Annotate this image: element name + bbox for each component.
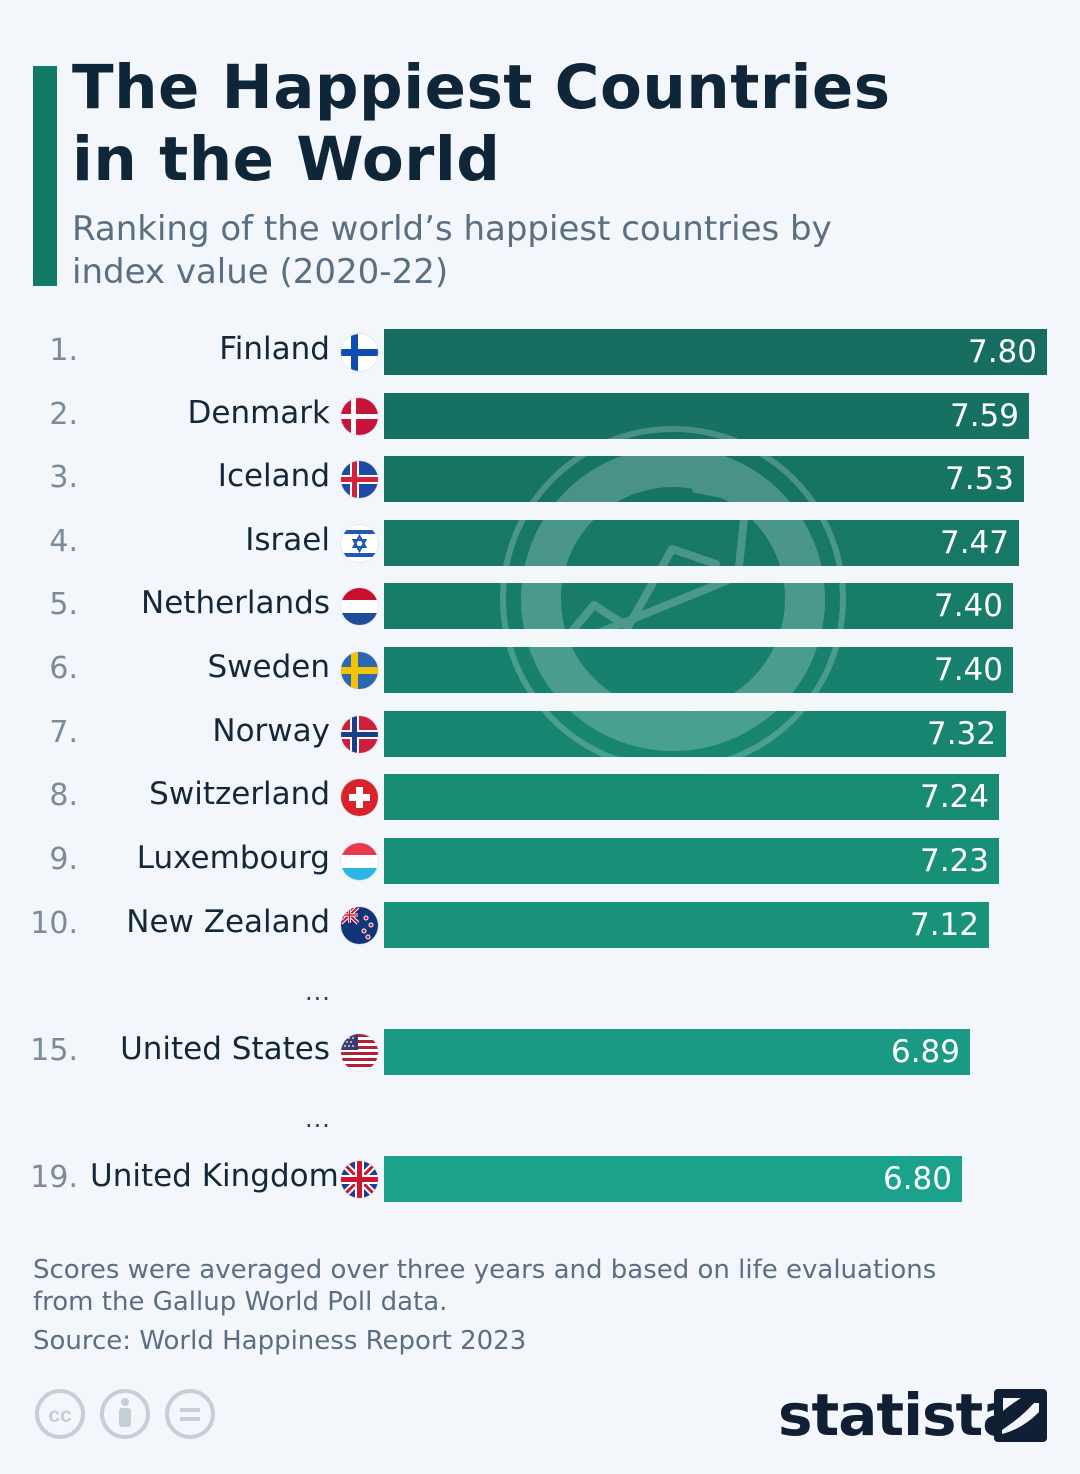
bar: 6.89	[384, 1029, 970, 1075]
new-zealand-flag-icon	[341, 907, 378, 944]
bar: 7.40	[384, 647, 1013, 693]
country-label: Luxembourg	[136, 840, 330, 876]
israel-flag-icon	[341, 525, 378, 562]
statista-wordmark: statista	[778, 1381, 1021, 1449]
country-label: Sweden	[207, 649, 330, 685]
finland-flag-icon	[341, 334, 378, 371]
country-label: Finland	[219, 331, 330, 367]
luxembourg-flag-icon	[341, 843, 378, 880]
rank-label: 15.	[30, 1033, 78, 1068]
attribution-icon	[100, 1389, 150, 1439]
country-label: Israel	[245, 522, 330, 558]
bar-value-label: 6.89	[890, 1034, 960, 1070]
bar-value-label: 7.59	[949, 398, 1019, 434]
country-label: Netherlands	[141, 585, 330, 621]
sweden-flag-icon	[341, 652, 378, 689]
chart-title: The Happiest Countries in the World	[72, 52, 891, 195]
netherlands-flag-icon	[341, 588, 378, 625]
country-label: United States	[120, 1031, 330, 1067]
rank-label: 7.	[49, 715, 78, 750]
ellipsis-gap-1: ...	[305, 978, 331, 1006]
bar-value-label: 6.80	[882, 1161, 952, 1197]
bar-value-label: 7.47	[939, 525, 1009, 561]
switzerland-flag-icon	[341, 779, 378, 816]
chart-subtitle: Ranking of the world’s happiest countrie…	[72, 209, 832, 292]
bar: 7.80	[384, 329, 1047, 375]
bar: 7.23	[384, 838, 999, 884]
rank-label: 8.	[49, 778, 78, 813]
creative-commons-icon: cc	[35, 1389, 85, 1439]
bar: 7.53	[384, 456, 1024, 502]
bar-value-label: 7.32	[926, 716, 996, 752]
bar-value-label: 7.23	[919, 843, 989, 879]
rank-label: 1.	[49, 333, 78, 368]
license-icons: cc	[33, 1387, 233, 1441]
source-note: Source: World Happiness Report 2023	[33, 1326, 527, 1356]
bar-value-label: 7.40	[933, 588, 1003, 624]
footnote: Scores were averaged over three years an…	[33, 1255, 937, 1317]
rank-label: 19.	[30, 1160, 78, 1195]
rank-label: 3.	[49, 460, 78, 495]
country-label: Iceland	[217, 458, 330, 494]
country-label: Switzerland	[149, 776, 330, 812]
united-kingdom-flag-icon	[341, 1161, 378, 1198]
rank-label: 2.	[49, 397, 78, 432]
bar-value-label: 7.12	[909, 907, 979, 943]
ellipsis-gap-2: ...	[305, 1105, 331, 1133]
bar: 7.59	[384, 393, 1029, 439]
no-derivatives-icon	[165, 1389, 215, 1439]
country-label: Denmark	[187, 395, 330, 431]
bar: 6.80	[384, 1156, 962, 1202]
bar-value-label: 7.40	[933, 652, 1003, 688]
statista-logo-icon	[994, 1389, 1047, 1442]
bar: 7.40	[384, 583, 1013, 629]
bar-value-label: 7.80	[967, 334, 1037, 370]
rank-label: 5.	[49, 587, 78, 622]
svg-text:cc: cc	[48, 1404, 72, 1427]
rank-label: 9.	[49, 842, 78, 877]
united-states-flag-icon	[341, 1034, 378, 1071]
rank-label: 6.	[49, 651, 78, 686]
title-accent-bar	[33, 66, 57, 286]
country-label: New Zealand	[126, 904, 330, 940]
rank-label: 10.	[30, 906, 78, 941]
bar-value-label: 7.24	[919, 779, 989, 815]
statista-brand: statista	[778, 1375, 1048, 1455]
bar: 7.12	[384, 902, 989, 948]
norway-flag-icon	[341, 716, 378, 753]
bar: 7.32	[384, 711, 1006, 757]
bar: 7.47	[384, 520, 1019, 566]
denmark-flag-icon	[341, 398, 378, 435]
country-label: Norway	[212, 713, 330, 749]
bar-value-label: 7.53	[944, 461, 1014, 497]
rank-label: 4.	[49, 524, 78, 559]
country-label: United Kingdom	[90, 1158, 339, 1194]
iceland-flag-icon	[341, 461, 378, 498]
bar: 7.24	[384, 774, 999, 820]
